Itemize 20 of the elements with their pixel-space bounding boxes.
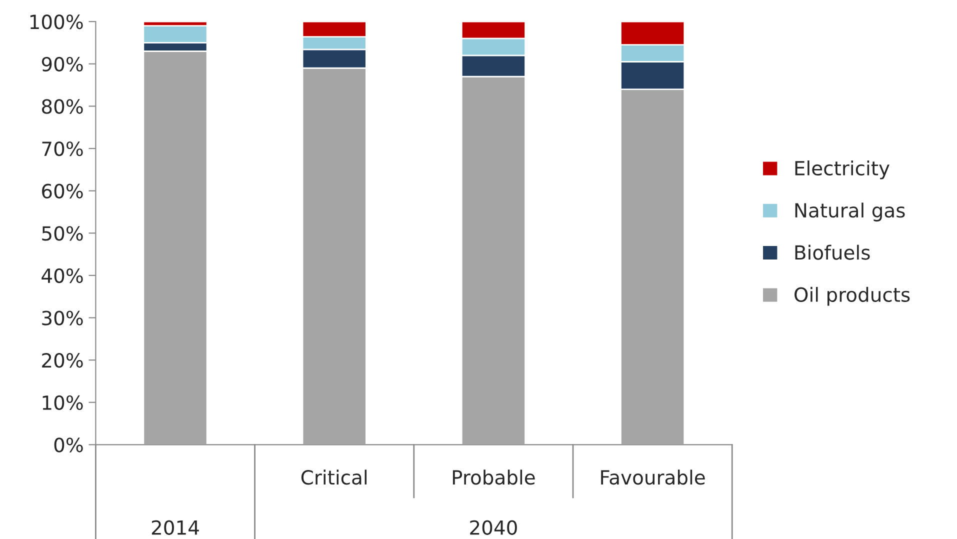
y-tick-label: 100% <box>30 14 83 30</box>
y-tick-label: 90% <box>42 56 83 72</box>
y-tick-label: 60% <box>42 184 83 198</box>
y-tick-label: 50% <box>42 226 83 241</box>
y-tick-label: 0% <box>54 438 83 452</box>
y-tick-label: 80% <box>42 99 83 114</box>
y-tick-label: 20% <box>42 353 83 368</box>
x-tick-label: Probable <box>452 470 535 485</box>
text: 2040 <box>470 520 517 535</box>
y-tick-label: 30% <box>42 310 83 326</box>
x-tick-label: Favourable <box>601 470 705 485</box>
y-tick-label: 40% <box>42 268 83 284</box>
y-tick-label: 70% <box>42 141 83 156</box>
text: 2014 <box>152 520 199 535</box>
x-tick-label: Critical <box>301 470 367 485</box>
legend-label: Natural gas <box>795 202 905 222</box>
legend-label: Electricity <box>795 160 890 180</box>
legend-label: Biofuels <box>795 244 870 260</box>
y-tick-label: 10% <box>42 395 83 410</box>
legend-label: Oil products <box>794 286 910 306</box>
